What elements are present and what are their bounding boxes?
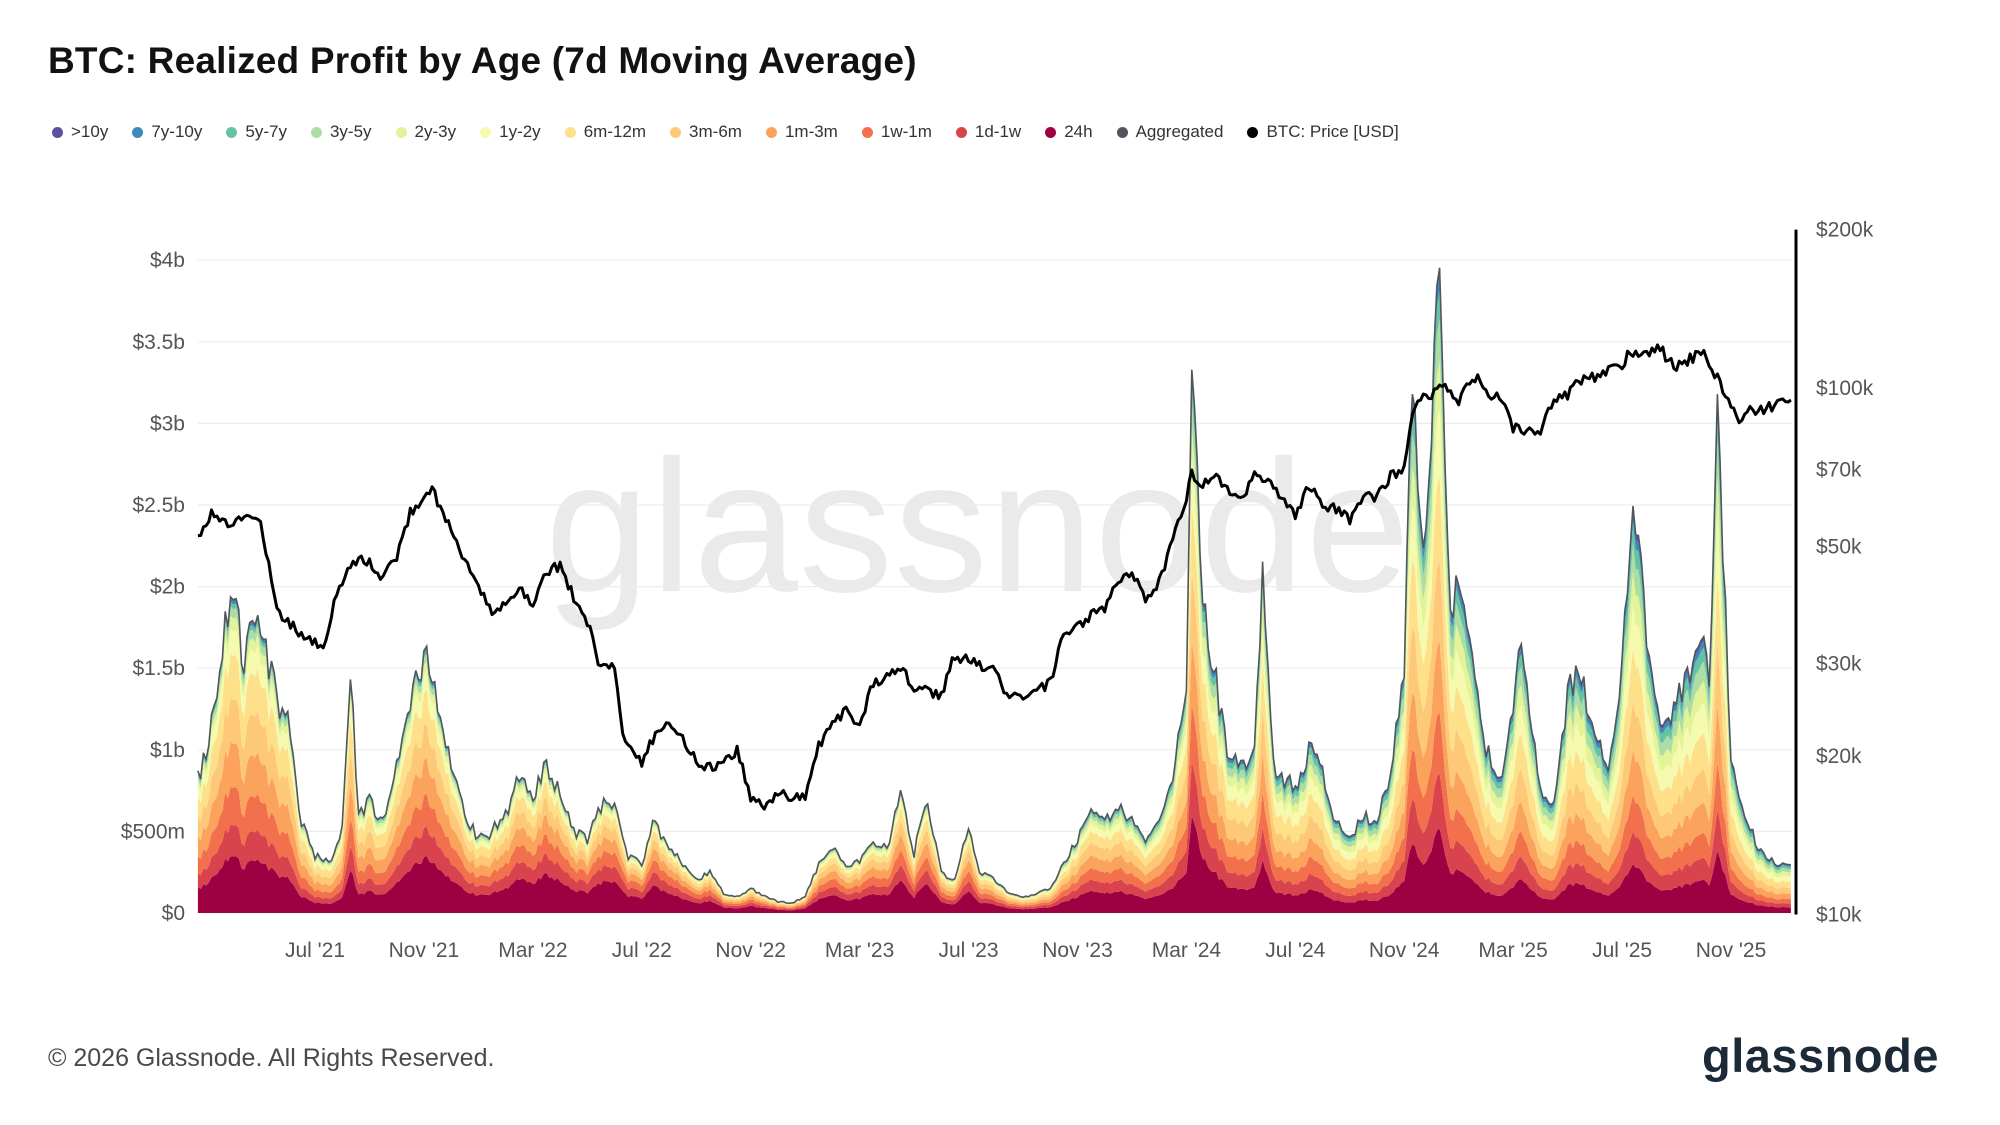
legend: >10y 7y-10y 5y-7y 3y-5y 2y-3y 1y-2y 6m-12m 3m-6…: [52, 122, 1399, 142]
area-band-1d-1w: [197, 762, 1791, 911]
x-axis-tick: Mar '22: [498, 939, 567, 962]
legend-label: 3y-5y: [329, 122, 372, 141]
x-axis-tick: Nov '22: [715, 939, 786, 962]
left-axis-tick: $500m: [121, 820, 185, 843]
legend-dot-icon: [226, 126, 238, 138]
x-axis-tick: Jul '22: [612, 939, 672, 962]
legend-dot-icon: [1045, 126, 1057, 138]
legend-label: 24h: [1064, 122, 1093, 141]
legend-label: 1m-3m: [784, 122, 838, 141]
left-axis-tick: $0: [162, 902, 185, 925]
left-axis-tick: $1.5b: [132, 657, 185, 680]
legend-label: Aggregated: [1135, 122, 1224, 141]
legend-label: 1d-1w: [974, 122, 1022, 141]
legend-dot-icon: [132, 126, 144, 138]
legend-item-3m-6m[interactable]: 3m-6m: [670, 122, 742, 142]
legend-label: 7y-10y: [151, 122, 203, 141]
legend-item-1d-1w[interactable]: 1d-1w: [955, 122, 1022, 142]
left-axis-tick: $3b: [150, 412, 185, 435]
left-axis-tick: $2.5b: [132, 494, 185, 517]
x-axis-tick: Mar '23: [825, 939, 894, 962]
legend-dot-icon: [1116, 126, 1128, 138]
copyright-text: © 2026 Glassnode. All Rights Reserved.: [48, 1044, 495, 1072]
legend-item-2y-3y[interactable]: 2y-3y: [395, 122, 457, 142]
legend-dot-icon: [765, 126, 777, 138]
legend-item-7y-10y[interactable]: 7y-10y: [132, 122, 202, 142]
aggregated-line: [197, 267, 1791, 905]
legend-dot-icon: [670, 126, 682, 138]
x-axis-tick: Mar '24: [1152, 939, 1222, 962]
right-axis-tick: $200k: [1816, 219, 1874, 242]
legend-item-1m-3m[interactable]: 1m-3m: [765, 122, 838, 142]
legend-label: 5y-7y: [245, 122, 287, 141]
right-axis-tick: $50k: [1816, 536, 1862, 559]
legend-item-3y-5y[interactable]: 3y-5y: [310, 122, 372, 142]
x-axis-tick: Mar '25: [1478, 939, 1547, 962]
left-axis-tick: $1b: [150, 739, 185, 762]
area-band-24h: [197, 816, 1791, 913]
legend-label: 2y-3y: [414, 122, 457, 141]
x-axis-tick: Jul '24: [1265, 939, 1325, 962]
x-axis-tick: Nov '23: [1042, 939, 1113, 962]
legend-dot-icon: [564, 126, 576, 138]
btc-price-line: [197, 343, 1792, 811]
legend-label: BTC: Price [USD]: [1266, 122, 1399, 141]
glassnode-logo: glassnode: [1702, 1029, 1939, 1082]
legend-item-10y[interactable]: >10y: [52, 122, 108, 142]
legend-item-1y-2y[interactable]: 1y-2y: [480, 122, 541, 142]
right-axis-tick: $10k: [1816, 904, 1862, 927]
x-axis-tick: Nov '24: [1369, 939, 1440, 962]
legend-label: >10y: [71, 122, 109, 141]
legend-item-btc-price-usd[interactable]: BTC: Price [USD]: [1247, 122, 1399, 142]
legend-label: 3m-6m: [689, 122, 742, 141]
legend-item-1w-1m[interactable]: 1w-1m: [861, 122, 932, 142]
left-axis-tick: $4b: [150, 249, 185, 272]
right-axis-tick: $70k: [1816, 459, 1862, 482]
legend-dot-icon: [955, 126, 967, 138]
legend-label: 1w-1m: [880, 122, 932, 141]
x-axis-tick: Jul '23: [938, 939, 998, 962]
legend-dot-icon: [310, 126, 322, 138]
x-axis-tick: Nov '21: [389, 939, 460, 962]
left-axis-tick: $3.5b: [132, 331, 185, 354]
legend-dot-icon: [861, 126, 873, 138]
right-axis-tick: $30k: [1816, 652, 1862, 675]
legend-dot-icon: [395, 126, 407, 138]
x-axis-tick: Jul '25: [1592, 939, 1652, 962]
legend-label: 1y-2y: [499, 122, 541, 141]
legend-label: 6m-12m: [583, 122, 647, 141]
legend-item-aggregated[interactable]: Aggregated: [1116, 122, 1224, 142]
legend-item-24h[interactable]: 24h: [1045, 122, 1093, 142]
legend-dot-icon: [480, 126, 492, 138]
legend-dot-icon: [52, 126, 63, 138]
x-axis-tick: Jul '21: [285, 939, 345, 962]
right-axis-tick: $20k: [1816, 745, 1862, 768]
legend-item-5y-7y[interactable]: 5y-7y: [226, 122, 287, 142]
chart-title: BTC: Realized Profit by Age (7d Moving A…: [48, 40, 917, 81]
right-axis-tick: $100k: [1816, 377, 1874, 400]
legend-dot-icon: [1247, 126, 1259, 138]
left-axis-tick: $2b: [150, 576, 185, 599]
x-axis-tick: Nov '25: [1696, 939, 1767, 962]
legend-item-6m-12m[interactable]: 6m-12m: [564, 122, 647, 142]
